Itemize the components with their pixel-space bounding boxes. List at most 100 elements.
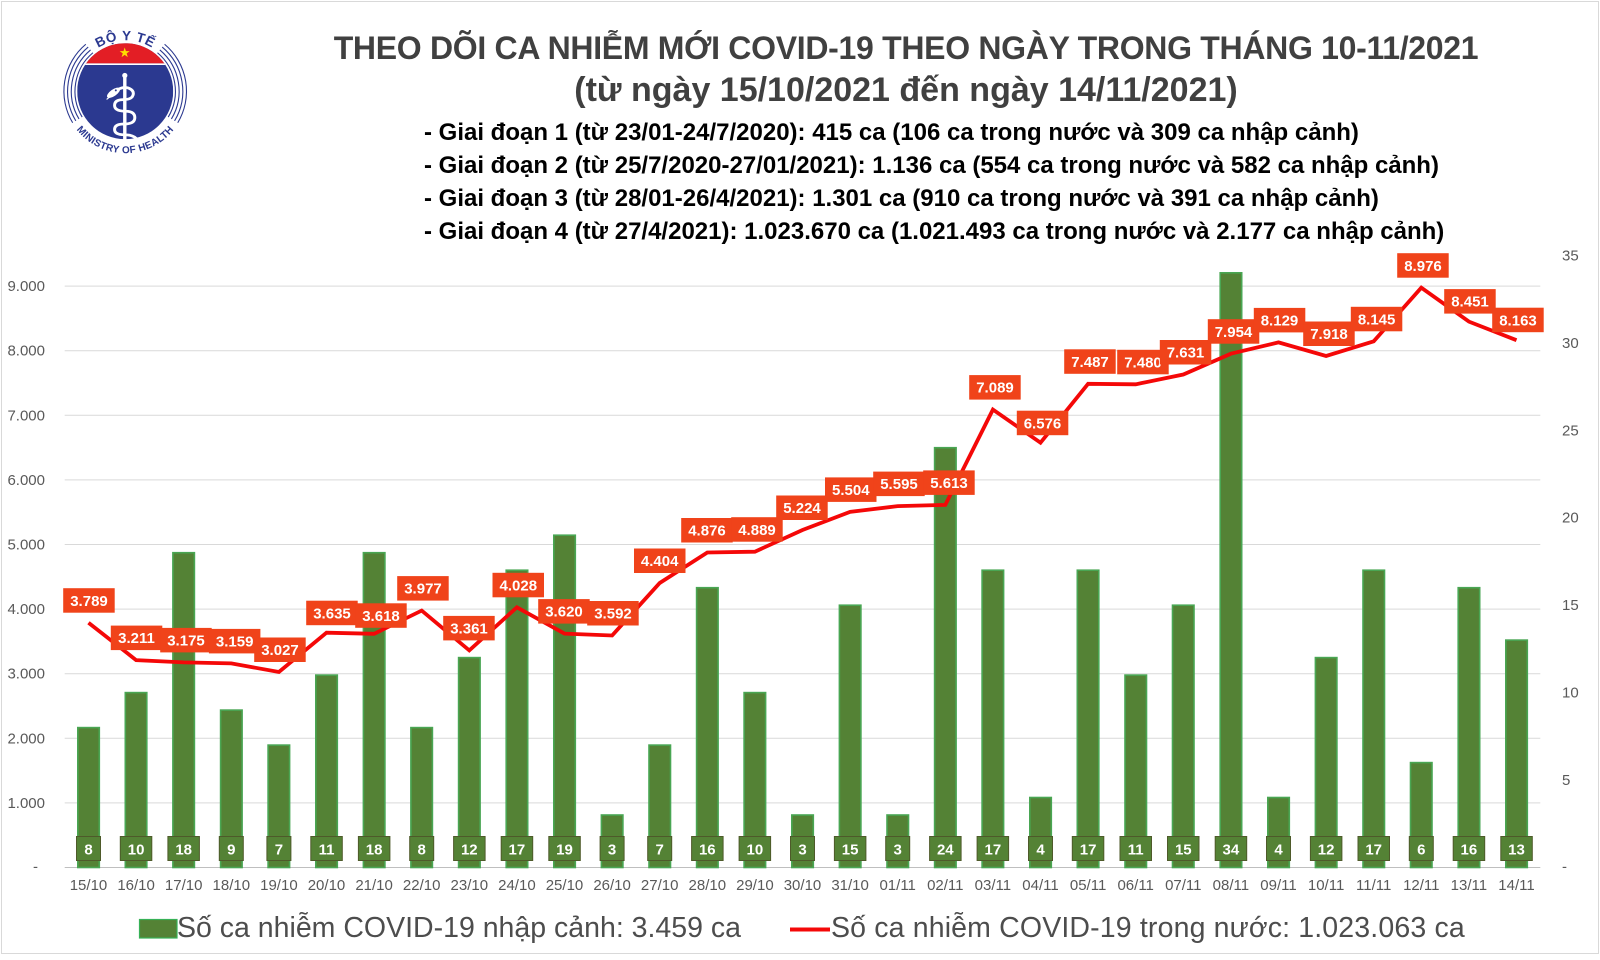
svg-text:Số ca nhiễm COVID-19 trong nướ: Số ca nhiễm COVID-19 trong nước: 1.023.0… (831, 912, 1465, 944)
svg-text:4.028: 4.028 (500, 577, 538, 594)
svg-text:4.404: 4.404 (641, 553, 679, 570)
svg-text:7.918: 7.918 (1310, 326, 1348, 343)
svg-text:- Giai đoạn 3 (từ 28/01-26/4/2: - Giai đoạn 3 (từ 28/01-26/4/2021): 1.30… (424, 185, 1379, 212)
svg-text:21/10: 21/10 (355, 877, 393, 894)
svg-text:24: 24 (937, 842, 954, 859)
svg-text:17/10: 17/10 (165, 877, 203, 894)
svg-text:06/11: 06/11 (1117, 877, 1153, 894)
svg-text:15: 15 (1562, 597, 1579, 614)
svg-text:11: 11 (319, 842, 335, 859)
svg-text:02/11: 02/11 (927, 877, 963, 894)
svg-text:8.145: 8.145 (1358, 311, 1396, 328)
svg-text:04/11: 04/11 (1022, 877, 1058, 894)
svg-text:11/11: 11/11 (1356, 877, 1391, 894)
svg-text:3.211: 3.211 (118, 630, 155, 647)
svg-text:2.000: 2.000 (7, 730, 45, 747)
svg-text:7: 7 (656, 842, 664, 859)
svg-text:05/11: 05/11 (1070, 877, 1106, 894)
svg-text:8: 8 (418, 842, 426, 859)
svg-text:7.487: 7.487 (1071, 354, 1109, 371)
svg-text:12: 12 (1318, 842, 1335, 859)
svg-text:4: 4 (1274, 842, 1283, 859)
svg-text:28/10: 28/10 (689, 877, 727, 894)
svg-text:-: - (1562, 859, 1567, 876)
svg-text:10/11: 10/11 (1308, 877, 1344, 894)
svg-text:3.000: 3.000 (7, 666, 45, 683)
svg-text:09/11: 09/11 (1260, 877, 1296, 894)
svg-text:8.000: 8.000 (7, 343, 45, 360)
svg-text:25/10: 25/10 (546, 877, 584, 894)
svg-text:18: 18 (366, 842, 383, 859)
svg-text:7.631: 7.631 (1167, 345, 1205, 362)
svg-text:3.618: 3.618 (362, 608, 400, 625)
svg-text:4: 4 (1036, 842, 1045, 859)
svg-text:3.977: 3.977 (404, 581, 442, 598)
svg-text:5.595: 5.595 (880, 476, 918, 493)
svg-text:1.000: 1.000 (7, 795, 45, 812)
svg-text:8: 8 (84, 842, 92, 859)
svg-text:03/11: 03/11 (975, 877, 1011, 894)
svg-text:3: 3 (798, 842, 806, 859)
svg-text:3.620: 3.620 (545, 604, 583, 621)
svg-text:10: 10 (1562, 685, 1579, 702)
svg-text:7.480: 7.480 (1124, 354, 1162, 371)
svg-text:17: 17 (1365, 842, 1382, 859)
svg-text:5.504: 5.504 (832, 482, 870, 499)
svg-text:3.592: 3.592 (594, 606, 632, 623)
svg-text:4.889: 4.889 (738, 522, 776, 539)
svg-text:9: 9 (227, 842, 235, 859)
svg-text:7.000: 7.000 (7, 407, 45, 424)
svg-text:7.089: 7.089 (976, 380, 1014, 397)
svg-text:8.163: 8.163 (1499, 312, 1537, 329)
svg-text:9.000: 9.000 (7, 278, 45, 295)
svg-text:- Giai đoạn 4 (từ 27/4/2021):: - Giai đoạn 4 (từ 27/4/2021): 1.023.670 … (424, 218, 1444, 245)
svg-text:27/10: 27/10 (641, 877, 679, 894)
svg-text:30/10: 30/10 (784, 877, 822, 894)
svg-text:3.175: 3.175 (167, 633, 205, 650)
svg-text:20/10: 20/10 (308, 877, 346, 894)
svg-text:30: 30 (1562, 335, 1579, 352)
svg-text:23/10: 23/10 (451, 877, 489, 894)
svg-text:26/10: 26/10 (593, 877, 631, 894)
svg-text:14/11: 14/11 (1498, 877, 1534, 894)
svg-text:12: 12 (461, 842, 478, 859)
svg-text:18: 18 (175, 842, 192, 859)
svg-text:- Giai đoạn 2 (từ 25/7/2020-27: - Giai đoạn 2 (từ 25/7/2020-27/01/2021):… (424, 152, 1439, 179)
svg-text:35: 35 (1562, 247, 1579, 264)
svg-text:3.159: 3.159 (216, 634, 254, 651)
svg-text:12/11: 12/11 (1403, 877, 1439, 894)
svg-text:3.027: 3.027 (261, 642, 299, 659)
svg-text:15: 15 (842, 842, 859, 859)
svg-text:8.451: 8.451 (1451, 294, 1489, 311)
svg-text:34: 34 (1223, 842, 1240, 859)
svg-text:7: 7 (275, 842, 283, 859)
svg-text:8.976: 8.976 (1404, 258, 1442, 275)
svg-text:11: 11 (1128, 842, 1144, 859)
svg-text:19: 19 (556, 842, 573, 859)
svg-text:3: 3 (608, 842, 616, 859)
svg-text:16: 16 (699, 842, 716, 859)
svg-text:5.613: 5.613 (930, 475, 968, 492)
svg-text:3: 3 (894, 842, 902, 859)
svg-text:29/10: 29/10 (736, 877, 774, 894)
svg-text:10: 10 (128, 842, 145, 859)
svg-text:7.954: 7.954 (1215, 324, 1253, 341)
svg-text:19/10: 19/10 (260, 877, 298, 894)
svg-text:31/10: 31/10 (831, 877, 869, 894)
svg-text:3.635: 3.635 (313, 605, 351, 622)
svg-text:15/10: 15/10 (70, 877, 108, 894)
svg-text:08/11: 08/11 (1213, 877, 1249, 894)
svg-text:6: 6 (1417, 842, 1425, 859)
svg-text:20: 20 (1562, 510, 1579, 527)
svg-text:BỘ Y TẾ: BỘ Y TẾ (93, 28, 158, 50)
svg-text:4.876: 4.876 (688, 523, 726, 540)
svg-text:16/10: 16/10 (117, 877, 155, 894)
svg-text:25: 25 (1562, 422, 1579, 439)
svg-text:15: 15 (1175, 842, 1192, 859)
svg-text:10: 10 (747, 842, 764, 859)
svg-text:5.224: 5.224 (783, 500, 821, 517)
svg-text:8.129: 8.129 (1261, 313, 1299, 330)
svg-text:13: 13 (1508, 842, 1525, 859)
svg-text:Số ca nhiễm COVID-19 nhập cảnh: Số ca nhiễm COVID-19 nhập cảnh: 3.459 ca (177, 912, 741, 944)
svg-text:3.361: 3.361 (450, 621, 488, 638)
